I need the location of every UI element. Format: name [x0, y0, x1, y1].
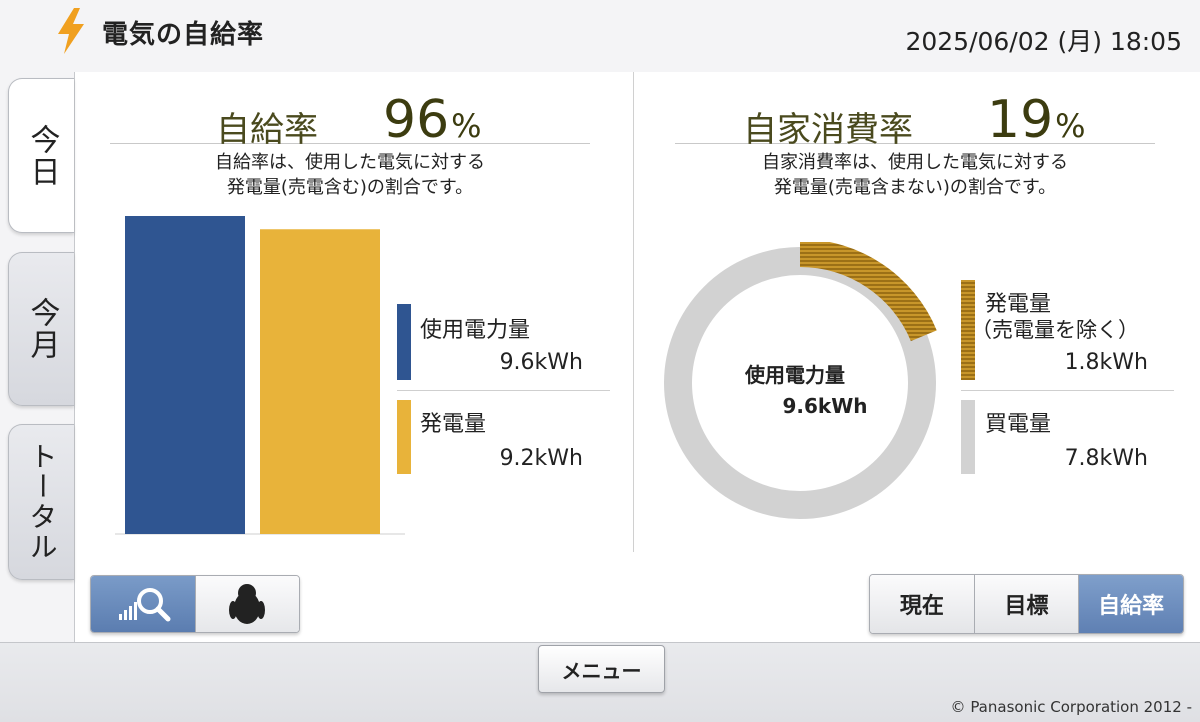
self-consumption-header: 自家消費率 19%: [675, 86, 1155, 150]
legend-label-self-generation: 発電量: [985, 292, 1052, 317]
legend-divider-right: [961, 390, 1174, 391]
self-consumption-desc-line2: 発電量(売電含まない)の割合です。: [773, 177, 1057, 198]
penguin-icon: [229, 584, 266, 624]
tab-today[interactable]: 今日: [8, 78, 74, 233]
legend-value-generation: 9.2kWh: [499, 446, 583, 471]
tab-today-label: 今日: [24, 123, 60, 188]
datetime: 2025/06/02 (月) 18:05: [905, 27, 1182, 56]
self-sufficiency-desc-line1: 自給率は、使用した電気に対する: [215, 152, 485, 173]
legend-sublabel-self-generation: （売電量を除く）: [971, 318, 1139, 342]
copyright-text: © Panasonic Corporation 2012 -: [950, 698, 1192, 716]
target-button[interactable]: 目標: [973, 575, 1079, 633]
donut-slice-self-generation: [800, 242, 937, 342]
bar-usage: [125, 216, 245, 534]
donut-center-label: 使用電力量: [745, 363, 845, 387]
menu-button[interactable]: メニュー: [538, 645, 665, 693]
self-sufficiency-description: 自給率は、使用した電気に対する 発電量(売電含む)の割合です。: [110, 150, 590, 200]
legend-label-usage: 使用電力量: [420, 318, 531, 343]
legend-swatch-usage: [397, 304, 411, 380]
self-sufficiency-unit: %: [451, 107, 482, 145]
self-consumption-unit: %: [1055, 107, 1086, 145]
legend-divider: [397, 390, 610, 391]
tab-total-label: トータル: [25, 442, 59, 562]
self-sufficiency-label: 自給率: [216, 110, 318, 150]
self-sufficiency-button[interactable]: 自給率: [1078, 575, 1183, 633]
self-consumption-value: 19%: [987, 90, 1086, 150]
view-toggle-group: [90, 575, 300, 633]
lightning-bolt-icon: [58, 8, 84, 54]
tab-month[interactable]: 今月: [8, 252, 74, 406]
main-panel: 自給率 96% 自給率は、使用した電気に対する 発電量(売電含む)の割合です。 …: [74, 72, 1200, 642]
page-title: 電気の自給率: [102, 20, 265, 50]
legend-value-self-generation: 1.8kWh: [1064, 350, 1148, 375]
legend-label-generation: 発電量: [420, 412, 487, 437]
self-consumption-label: 自家消費率: [743, 110, 913, 150]
legend-swatch-self-generation: [961, 280, 975, 380]
mode-button-group: 現在 目標 自給率: [869, 574, 1184, 634]
detail-view-button[interactable]: [91, 576, 195, 632]
legend-value-purchase: 7.8kWh: [1064, 446, 1148, 471]
legend-label-purchase: 買電量: [985, 412, 1052, 437]
self-consumption-number: 19: [987, 90, 1054, 150]
legend-value-usage: 9.6kWh: [499, 350, 583, 375]
current-button[interactable]: 現在: [870, 575, 974, 633]
legend-swatch-purchase: [961, 400, 975, 474]
self-sufficiency-value: 96%: [383, 90, 482, 150]
legend-swatch-generation: [397, 400, 411, 474]
panel-divider: [633, 72, 634, 552]
donut-center-value: 9.6kWh: [782, 394, 868, 418]
self-sufficiency-desc-line2: 発電量(売電含む)の割合です。: [226, 177, 474, 198]
self-sufficiency-number: 96: [383, 90, 450, 150]
tab-total[interactable]: トータル: [8, 424, 74, 580]
header-bar: 電気の自給率 2025/06/02 (月) 18:05: [0, 0, 1200, 75]
self-sufficiency-header: 自給率 96%: [110, 86, 590, 150]
character-view-button[interactable]: [194, 576, 299, 632]
usage-generation-bar-chart: [115, 216, 405, 535]
tab-month-label: 今月: [24, 297, 60, 361]
chart-zoom-icon: [118, 588, 171, 622]
self-consumption-donut-chart: [664, 242, 937, 519]
self-consumption-desc-line1: 自家消費率は、使用した電気に対する: [762, 152, 1068, 173]
self-consumption-description: 自家消費率は、使用した電気に対する 発電量(売電含まない)の割合です。: [675, 150, 1155, 200]
bar-generation: [260, 229, 380, 534]
